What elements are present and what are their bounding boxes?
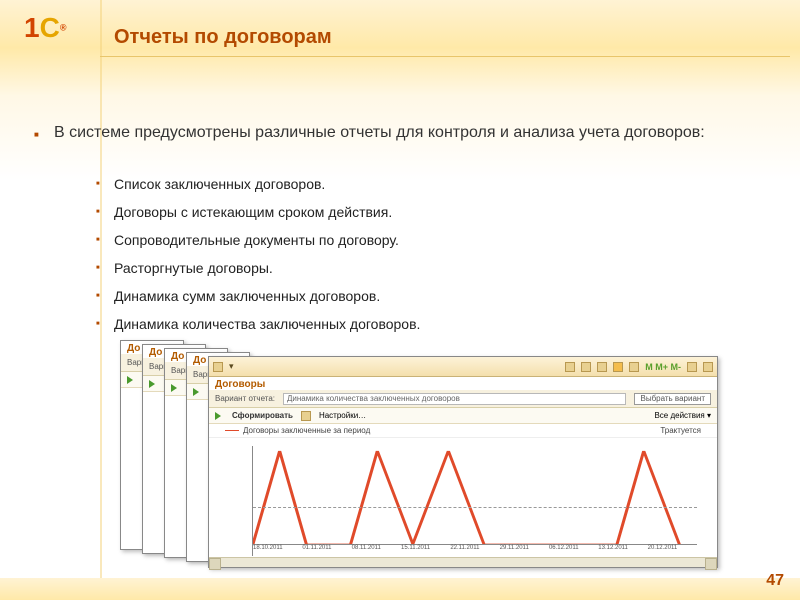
y-axis — [239, 446, 253, 556]
chart: 18.10.2011 01.11.2011 08.11.2011 15.11.2… — [239, 446, 697, 556]
variant-bar: Вариант отчета: Динамика количества закл… — [209, 390, 717, 408]
all-actions-menu[interactable]: Все действия ▾ — [654, 411, 711, 420]
vertical-rule — [100, 0, 102, 600]
side-col — [187, 391, 209, 561]
x-axis: 18.10.2011 01.11.2011 08.11.2011 15.11.2… — [253, 544, 697, 556]
x-tick: 06.12.2011 — [549, 545, 598, 556]
x-tick: 18.10.2011 — [253, 545, 302, 556]
list-item: Расторгнутые договоры. — [114, 260, 420, 276]
variant-label: Вариант отчета: — [215, 394, 275, 403]
window-titlebar: ▾ M M+ M- — [209, 357, 717, 377]
chart-legend: Договоры заключенные за период Трактуетс… — [209, 424, 717, 438]
legend-a: Договоры заключенные за период — [225, 426, 370, 435]
x-tick: 13.12.2011 — [598, 545, 647, 556]
settings-button[interactable]: Настройки… — [319, 411, 366, 420]
window-stack: До Вари До Вари До Вари До Вари ▾ M — [120, 340, 680, 570]
slide-title: Отчеты по договорам — [114, 26, 332, 49]
x-tick: 15.11.2011 — [401, 545, 450, 556]
midline — [253, 507, 697, 508]
x-tick: 20.12.2011 — [648, 545, 697, 556]
x-tick: 22.11.2011 — [450, 545, 499, 556]
play-icon — [215, 412, 221, 420]
legend-b: Трактуется — [660, 426, 701, 435]
close-icon[interactable] — [703, 362, 713, 372]
list-item: Динамика сумм заключенных договоров. — [114, 288, 420, 304]
x-tick: 08.11.2011 — [352, 545, 401, 556]
side-col — [143, 383, 165, 553]
titlebar-caption: ▾ — [229, 361, 239, 372]
footer-band — [0, 578, 800, 600]
toolbar-icon[interactable] — [597, 362, 607, 372]
lead-text: В системе предусмотрены различные отчеты… — [54, 124, 770, 142]
action-bar: Сформировать Настройки… Все действия ▾ — [209, 408, 717, 424]
x-tick: 29.11.2011 — [500, 545, 549, 556]
settings-icon[interactable] — [301, 411, 311, 421]
toolbar-icon[interactable] — [629, 362, 639, 372]
logo-1: 1 — [24, 12, 40, 43]
logo-reg: ® — [60, 23, 67, 33]
window-title: Договоры — [209, 377, 717, 390]
logo: 1C® — [24, 14, 74, 54]
list-item: Сопроводительные документы по договору. — [114, 232, 420, 248]
side-col — [165, 387, 187, 557]
choose-variant-button[interactable]: Выбрать вариант — [634, 393, 711, 405]
minimize-icon[interactable] — [687, 362, 697, 372]
form-button[interactable]: Сформировать — [232, 411, 293, 420]
horizontal-scrollbar[interactable] — [209, 557, 717, 567]
logo-c: C — [40, 12, 60, 43]
list-item: Договоры с истекающим сроком действия. — [114, 204, 420, 220]
bullet-list: Список заключенных договоров. Договоры с… — [114, 176, 420, 344]
app-icon — [213, 362, 223, 372]
list-item: Динамика количества заключенных договоро… — [114, 316, 420, 332]
x-tick: 01.11.2011 — [302, 545, 351, 556]
page-number: 47 — [766, 572, 784, 590]
nav-icons[interactable]: M M+ M- — [645, 362, 681, 372]
toolbar-icon[interactable] — [565, 362, 575, 372]
list-item: Список заключенных договоров. — [114, 176, 420, 192]
plot — [253, 446, 697, 544]
report-window: ▾ M M+ M- Договоры Вариант отчета: Динам… — [208, 356, 718, 568]
toolbar-icon[interactable] — [581, 362, 591, 372]
side-col — [121, 379, 143, 549]
variant-select[interactable]: Динамика количества заключенных договоро… — [283, 393, 626, 405]
horizontal-rule — [100, 56, 790, 57]
toolbar-icon[interactable] — [613, 362, 623, 372]
